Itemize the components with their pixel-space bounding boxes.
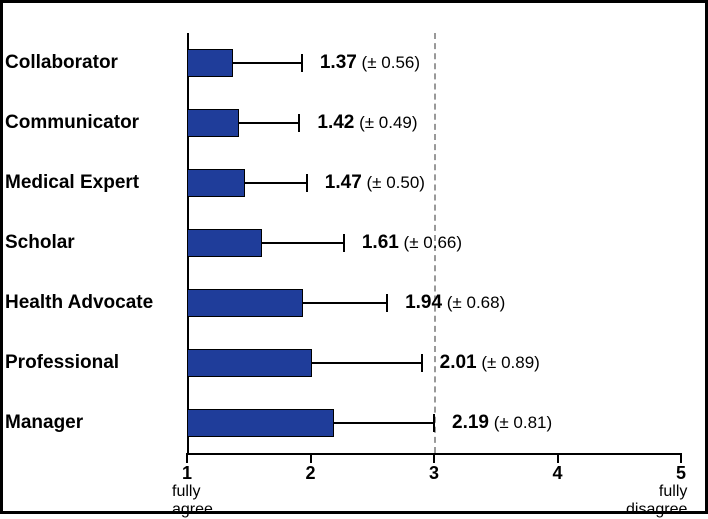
- error-bar: [239, 122, 300, 124]
- chart-frame: 1.37 (± 0.56) 1.42 (± 0.49) 1.47 (± 0.50) 1…: [0, 0, 708, 514]
- error-bar: [312, 362, 422, 364]
- category-label: Medical Expert: [5, 172, 175, 194]
- category-label: Manager: [5, 412, 175, 434]
- category-label: Collaborator: [5, 52, 175, 74]
- value-label: 1.94 (± 0.68): [405, 292, 505, 314]
- category-label: Communicator: [5, 112, 175, 134]
- error-bar: [334, 422, 434, 424]
- x-tick-label: 1: [182, 463, 192, 484]
- error-bar: [233, 62, 302, 64]
- error-cap: [306, 174, 308, 192]
- x-tick: [310, 453, 312, 463]
- error-cap: [386, 294, 388, 312]
- bar: [187, 229, 262, 257]
- bar: [187, 289, 303, 317]
- category-label: Health Advocate: [5, 292, 175, 314]
- error-bar: [262, 242, 344, 244]
- category-label: Scholar: [5, 232, 175, 254]
- value-label: 1.42 (± 0.49): [317, 112, 417, 134]
- x-tick: [680, 453, 682, 463]
- value-label: 1.37 (± 0.56): [320, 52, 420, 74]
- bar: [187, 169, 245, 197]
- x-tick: [186, 453, 188, 463]
- error-cap: [421, 354, 423, 372]
- value-label: 1.47 (± 0.50): [325, 172, 425, 194]
- plot-area: 1.37 (± 0.56) 1.42 (± 0.49) 1.47 (± 0.50) 1…: [187, 33, 681, 453]
- value-label: 2.01 (± 0.89): [440, 352, 540, 374]
- x-tick-label: 5: [676, 463, 686, 484]
- error-cap: [298, 114, 300, 132]
- x-tick: [433, 453, 435, 463]
- error-bar: [303, 302, 387, 304]
- error-cap: [301, 54, 303, 72]
- x-tick-label: 2: [305, 463, 315, 484]
- value-label: 2.19 (± 0.81): [452, 412, 552, 434]
- error-cap: [343, 234, 345, 252]
- bar: [187, 409, 334, 437]
- x-tick-label: 4: [552, 463, 562, 484]
- error-cap: [433, 414, 435, 432]
- error-bar: [245, 182, 307, 184]
- bar: [187, 349, 312, 377]
- bar: [187, 49, 233, 77]
- x-tick-label: 3: [429, 463, 439, 484]
- bar: [187, 109, 239, 137]
- category-label: Professional: [5, 352, 175, 374]
- x-tick: [557, 453, 559, 463]
- value-label: 1.61 (± 0.66): [362, 232, 462, 254]
